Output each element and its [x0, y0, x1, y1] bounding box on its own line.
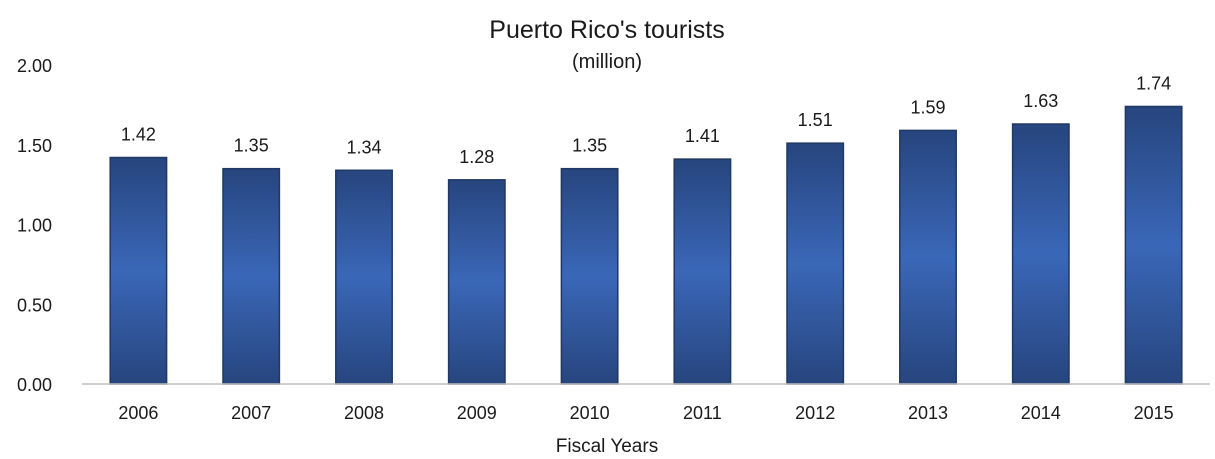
x-tick-label: 2006: [118, 403, 158, 423]
y-tick-label: 2.00: [17, 56, 52, 76]
bar: [673, 158, 732, 385]
data-label: 1.59: [910, 97, 945, 117]
bar: [1011, 123, 1070, 385]
y-tick-label: 1.50: [17, 136, 52, 156]
x-axis: 2006 2007 2008 2009 2010 2011 2012 2013 2014 2015: [82, 383, 1210, 423]
data-label: 1.74: [1136, 73, 1171, 93]
x-tick-label: 2010: [570, 403, 610, 423]
data-label: 1.51: [798, 110, 833, 130]
x-tick-label: 2007: [231, 403, 271, 423]
chart-subtitle: (million): [572, 51, 642, 73]
bar: [899, 129, 957, 385]
y-axis: 0.00 0.50 1.00 1.50 2.00: [17, 56, 52, 395]
x-tick-label: 2013: [908, 403, 948, 423]
data-label: 1.28: [459, 147, 494, 167]
data-label: 1.35: [234, 136, 269, 156]
data-label: 1.42: [121, 125, 156, 145]
x-tick-label: 2011: [683, 403, 722, 423]
bar: [560, 167, 619, 385]
bar: [222, 167, 281, 385]
data-label: 1.34: [346, 137, 381, 157]
x-tick-label: 2014: [1021, 403, 1061, 423]
y-tick-label: 0.00: [17, 375, 52, 395]
data-label: 1.63: [1023, 91, 1058, 111]
x-tick-label: 2015: [1134, 403, 1174, 423]
y-tick-label: 0.50: [17, 295, 52, 315]
bar: [786, 142, 845, 385]
bar: [109, 156, 168, 385]
x-tick-label: 2009: [457, 403, 497, 423]
x-tick-label: 2012: [795, 403, 835, 423]
y-tick-label: 1.00: [17, 216, 52, 236]
bars: [109, 105, 1183, 385]
data-labels: 1.42 1.35 1.34 1.28 1.35 1.41 1.51 1.59 1.63 1.74: [121, 73, 1171, 166]
x-tick-label: 2008: [344, 403, 384, 423]
bar: [1124, 105, 1183, 385]
data-label: 1.35: [572, 136, 607, 156]
bar: [335, 169, 393, 385]
x-axis-title: Fiscal Years: [556, 436, 658, 457]
chart-title: Puerto Rico's tourists: [489, 16, 724, 44]
data-label: 1.41: [685, 126, 720, 146]
bar: [447, 179, 506, 385]
